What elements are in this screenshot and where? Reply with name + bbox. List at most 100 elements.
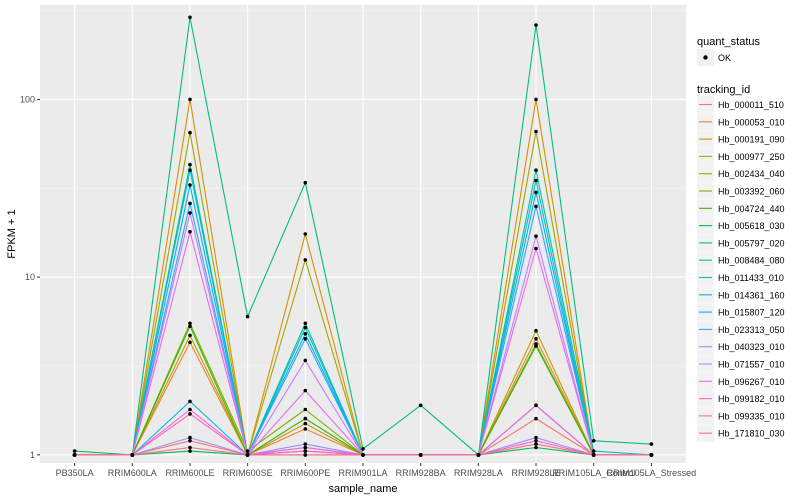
x-tick-label: RRIM928LE — [512, 468, 561, 478]
data-point — [188, 201, 192, 206]
x-axis: PB350LA RRIM600LA RRIM600LE RRIM600SE RRIM60… — [56, 463, 697, 478]
data-point — [534, 344, 538, 348]
data-point — [534, 435, 538, 440]
legend-label: Hb_015807_120 — [718, 308, 785, 318]
legend-label: Hb_023313_050 — [718, 325, 785, 335]
data-point — [534, 439, 538, 443]
data-point — [591, 453, 596, 457]
data-point — [188, 399, 192, 404]
legend-items: Hb_000011_510 Hb_000053_010 Hb_000191_090 H… — [697, 96, 785, 442]
data-point — [303, 337, 308, 341]
data-point — [534, 445, 538, 450]
data-point — [303, 358, 308, 363]
legend-label-ok: OK — [718, 53, 731, 63]
data-point — [130, 453, 135, 457]
data-point — [188, 162, 192, 167]
data-point — [534, 328, 538, 333]
data-point — [188, 439, 192, 443]
data-point — [303, 421, 308, 426]
legend-label: Hb_096267_010 — [718, 377, 785, 387]
data-point — [303, 325, 308, 330]
data-point — [72, 449, 77, 453]
y-tick-label: 100 — [20, 94, 35, 104]
x-tick-label: RRIM600LE — [165, 468, 214, 478]
x-tick-label: RRIM901LA — [338, 468, 387, 478]
data-point — [534, 178, 538, 183]
legend-label: Hb_014361_160 — [718, 290, 785, 300]
legend-label: Hb_004724_440 — [718, 204, 785, 214]
data-point — [303, 449, 308, 453]
data-point — [649, 453, 654, 457]
data-point — [534, 416, 538, 421]
legend-label: Hb_002434_040 — [718, 169, 785, 179]
data-point — [303, 445, 308, 450]
legend-label: Hb_000977_250 — [718, 152, 785, 162]
data-point — [418, 453, 423, 457]
data-point — [534, 403, 538, 408]
data-point — [361, 447, 365, 451]
data-point — [188, 333, 192, 338]
legend-label: Hb_040323_010 — [718, 342, 785, 352]
data-point — [188, 445, 192, 450]
x-tick-label: RRIM600SE — [223, 468, 273, 478]
legend-label: Hb_171810_030 — [718, 429, 785, 439]
data-point — [303, 232, 308, 236]
data-point — [534, 337, 538, 341]
data-point — [188, 130, 192, 135]
data-point — [245, 314, 250, 319]
legend-label: Hb_011433_010 — [718, 273, 784, 283]
legend-label: Hb_000053_010 — [718, 117, 785, 127]
data-point — [303, 180, 308, 185]
legend-label: Hb_000191_090 — [718, 135, 785, 145]
legend-label: Hb_071557_010 — [718, 360, 785, 370]
data-point — [245, 453, 250, 457]
data-point — [534, 23, 538, 27]
data-point — [534, 204, 538, 209]
data-point — [188, 412, 192, 416]
data-point — [303, 427, 308, 431]
data-point — [188, 449, 192, 453]
data-point — [534, 97, 538, 102]
data-point — [303, 416, 308, 421]
data-point — [303, 321, 308, 326]
legend-label: Hb_008484_080 — [718, 256, 785, 266]
legend: quant_status OK tracking_id Hb_000011_51… — [697, 36, 785, 442]
legend-label: Hb_099335_010 — [718, 411, 785, 421]
data-point — [303, 407, 308, 412]
legend-key-ok-point — [703, 55, 708, 60]
x-tick-label: RRIM928LA — [454, 468, 503, 478]
legend-title-tracking-id: tracking_id — [697, 84, 750, 96]
y-axis-title: FPKM + 1 — [6, 209, 18, 258]
legend-label: Hb_099182_010 — [718, 394, 785, 404]
y-tick-label: 10 — [25, 272, 35, 282]
data-point — [534, 234, 538, 238]
data-point — [476, 453, 481, 457]
data-point — [188, 324, 192, 329]
data-point — [188, 183, 192, 187]
x-tick-label: RRIM600LA — [108, 468, 157, 478]
data-point — [534, 190, 538, 195]
x-tick-label: RRIM600PE — [280, 468, 330, 478]
data-point — [591, 439, 596, 443]
data-point — [534, 168, 538, 172]
data-point — [303, 388, 308, 393]
legend-label: Hb_003392_060 — [718, 187, 785, 197]
x-tick-label: RRIM105LA_Stressed — [607, 468, 697, 478]
data-point — [534, 129, 538, 134]
x-tick-label: RRIM928BA — [396, 468, 446, 478]
data-point — [418, 403, 423, 408]
series-points — [72, 15, 654, 457]
legend-title-quant-status: quant_status — [697, 36, 760, 48]
data-point — [361, 453, 365, 457]
data-point — [188, 230, 192, 234]
legend-label: Hb_005618_030 — [718, 221, 785, 231]
y-axis: 1 10 100 — [20, 94, 40, 460]
legend-label: Hb_005797_020 — [718, 238, 785, 248]
data-point — [188, 211, 192, 215]
data-point — [649, 442, 654, 446]
data-point — [534, 442, 538, 446]
x-tick-label: PB350LA — [56, 468, 94, 478]
x-tick-label: RRIM105LA_Control — [552, 468, 635, 478]
data-point — [303, 442, 308, 446]
